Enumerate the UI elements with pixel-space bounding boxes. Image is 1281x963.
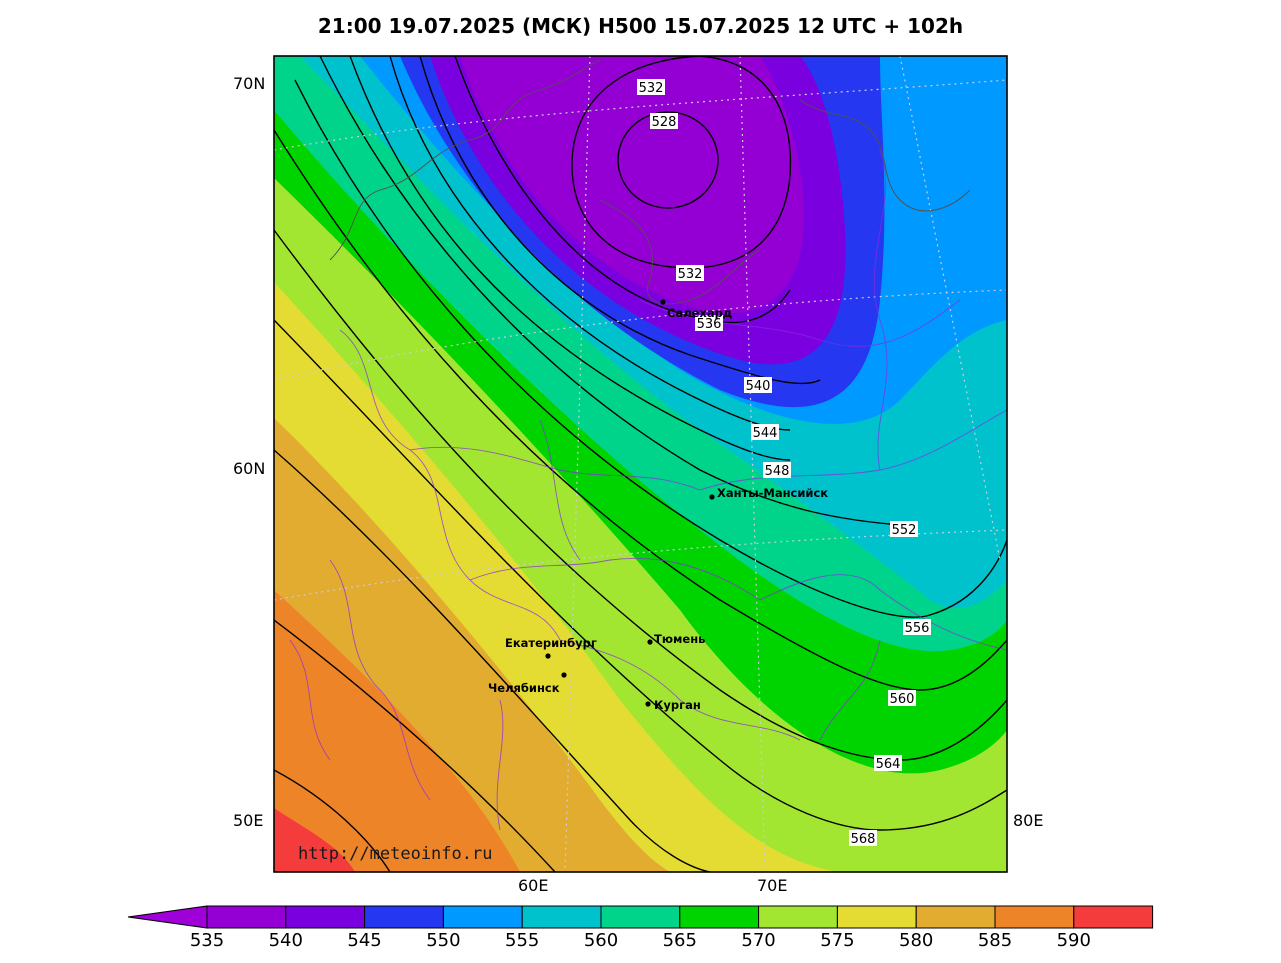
- colorbar-tick-0: 535: [189, 930, 225, 951]
- svg-text:536: 536: [697, 317, 722, 332]
- colorbar-tick-10: 585: [977, 930, 1013, 951]
- colorbar-segment: [679, 905, 760, 929]
- contour-label-528: 528: [650, 113, 678, 130]
- map-field: 532 528 532 536 540 544: [274, 56, 1007, 872]
- svg-text:Курган: Курган: [654, 698, 701, 712]
- colorbar-segment: [600, 905, 681, 929]
- colorbar-segment: [364, 905, 444, 929]
- contour-label-544: 544: [751, 424, 779, 441]
- svg-text:Ханты-Мансийск: Ханты-Мансийск: [717, 486, 828, 500]
- svg-text:Челябинск: Челябинск: [488, 681, 560, 695]
- svg-text:548: 548: [765, 464, 790, 479]
- watermark: http://meteoinfo.ru: [298, 844, 493, 864]
- colorbar-tick-11: 590: [1056, 930, 1091, 951]
- colorbar-segment: [1073, 905, 1154, 929]
- colorbar-tick-5: 560: [583, 930, 619, 951]
- city-yekaterinburg: Екатеринбург: [505, 636, 597, 659]
- svg-text:Екатеринбург: Екатеринбург: [505, 636, 597, 650]
- colorbar-under-arrow: [127, 905, 208, 929]
- coastline: [329, 59, 971, 305]
- lat-label-50e: 50E: [233, 811, 264, 830]
- contour-label-564: 564: [874, 755, 902, 772]
- colorbar-segment: [836, 905, 917, 929]
- colorbar-tick-6: 565: [662, 930, 697, 951]
- isohypses: [274, 56, 1007, 872]
- map-frame: [273, 55, 1008, 873]
- svg-text:532: 532: [639, 81, 664, 96]
- contour-label-560: 560: [888, 690, 916, 707]
- svg-text:564: 564: [876, 757, 901, 772]
- colorbar-segment: [758, 905, 838, 929]
- svg-text:556: 556: [905, 621, 930, 636]
- contour-label-540: 540: [744, 377, 772, 394]
- city-khanty-mansiysk: Ханты-Мансийск: [709, 486, 828, 500]
- map-title: 21:00 19.07.2025 (МСК) H500 15.07.2025 1…: [317, 14, 964, 38]
- city-kurgan: Курган: [645, 698, 701, 712]
- lon-label-80e: 80E: [1013, 811, 1044, 830]
- colorbar: [127, 905, 1154, 929]
- graticule: [274, 56, 1007, 872]
- lat-label-70n: 70N: [233, 74, 266, 93]
- contour-label-556: 556: [903, 619, 931, 636]
- cities: Салехард Ханты-Мансийск Екатеринбург Тюм…: [488, 299, 828, 712]
- colorbar-tick-8: 575: [820, 930, 855, 951]
- city-tyumen: Тюмень: [647, 632, 705, 646]
- svg-text:544: 544: [753, 426, 778, 441]
- city-salekhard: Салехард: [660, 299, 732, 320]
- colorbar-tick-7: 570: [741, 930, 776, 951]
- colorbar-tick-1: 540: [268, 930, 303, 951]
- contour-labels: 532 528 532 536 540 544: [637, 79, 931, 847]
- colorbar-segment: [206, 905, 287, 929]
- svg-text:560: 560: [890, 692, 915, 707]
- contour-label-532-bottom: 532: [676, 265, 704, 282]
- contour-label-532-top: 532: [637, 79, 665, 96]
- colorbar-segment: [994, 905, 1075, 929]
- colorbar-tick-2: 545: [347, 930, 382, 951]
- colorbar-tick-9: 580: [899, 930, 934, 951]
- lon-label-70e: 70E: [757, 876, 788, 895]
- city-chelyabinsk: Челябинск: [488, 672, 567, 695]
- colorbar-segment: [442, 905, 523, 929]
- svg-text:Салехард: Салехард: [667, 306, 732, 320]
- colorbar-segment: [915, 905, 996, 929]
- svg-text:552: 552: [892, 523, 917, 538]
- contour-label-548: 548: [763, 462, 791, 479]
- contour-label-568: 568: [849, 830, 877, 847]
- lat-label-60n: 60N: [233, 459, 266, 478]
- colorbar-tick-3: 550: [426, 930, 461, 951]
- svg-text:532: 532: [678, 267, 703, 282]
- svg-text:568: 568: [851, 832, 876, 847]
- svg-text:Тюмень: Тюмень: [654, 632, 705, 646]
- admin-borders: [289, 149, 1007, 831]
- band-530-535: [460, 56, 805, 314]
- lon-label-60e: 60E: [518, 876, 549, 895]
- contour-label-552: 552: [890, 521, 918, 538]
- svg-text:528: 528: [652, 115, 677, 130]
- colorbar-tick-4: 555: [505, 930, 540, 951]
- svg-text:540: 540: [746, 379, 771, 394]
- contour-label-536: 536: [695, 315, 723, 332]
- colorbar-segment: [521, 905, 602, 929]
- colorbar-segment: [285, 905, 366, 929]
